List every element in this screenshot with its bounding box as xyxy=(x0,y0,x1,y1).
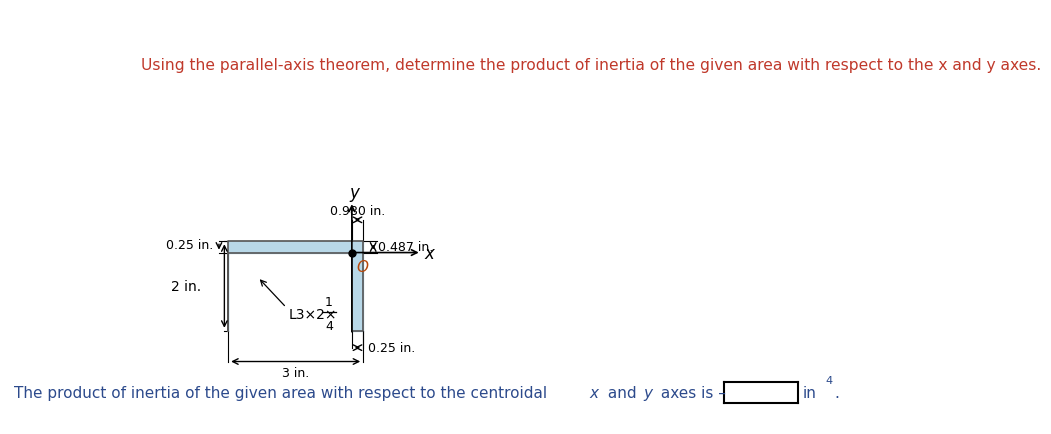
Text: 0.487 in.: 0.487 in. xyxy=(377,241,433,254)
Text: y: y xyxy=(643,385,653,400)
Text: axes is –: axes is – xyxy=(656,385,725,400)
Text: x: x xyxy=(590,385,599,400)
Text: and: and xyxy=(603,385,642,400)
Text: y: y xyxy=(349,184,359,202)
Text: Using the parallel-axis theorem, determine the product of inertia of the given a: Using the parallel-axis theorem, determi… xyxy=(141,57,1040,72)
Text: L3×2×: L3×2× xyxy=(289,307,337,321)
Text: 2 in.: 2 in. xyxy=(171,279,201,293)
Text: 0.980 in.: 0.980 in. xyxy=(330,204,385,217)
Text: 3 in.: 3 in. xyxy=(282,366,309,379)
Text: 4: 4 xyxy=(825,376,832,385)
Text: 0.25 in.: 0.25 in. xyxy=(165,239,212,252)
Text: .: . xyxy=(834,385,840,400)
Text: O: O xyxy=(356,260,369,275)
Text: The product of inertia of the given area with respect to the centroidal: The product of inertia of the given area… xyxy=(14,385,552,400)
Text: 4: 4 xyxy=(325,319,333,332)
Polygon shape xyxy=(228,242,363,331)
Text: 1: 1 xyxy=(325,296,333,309)
Text: in: in xyxy=(803,385,817,400)
Text: 0.25 in.: 0.25 in. xyxy=(368,342,415,354)
Text: x: x xyxy=(424,244,434,262)
